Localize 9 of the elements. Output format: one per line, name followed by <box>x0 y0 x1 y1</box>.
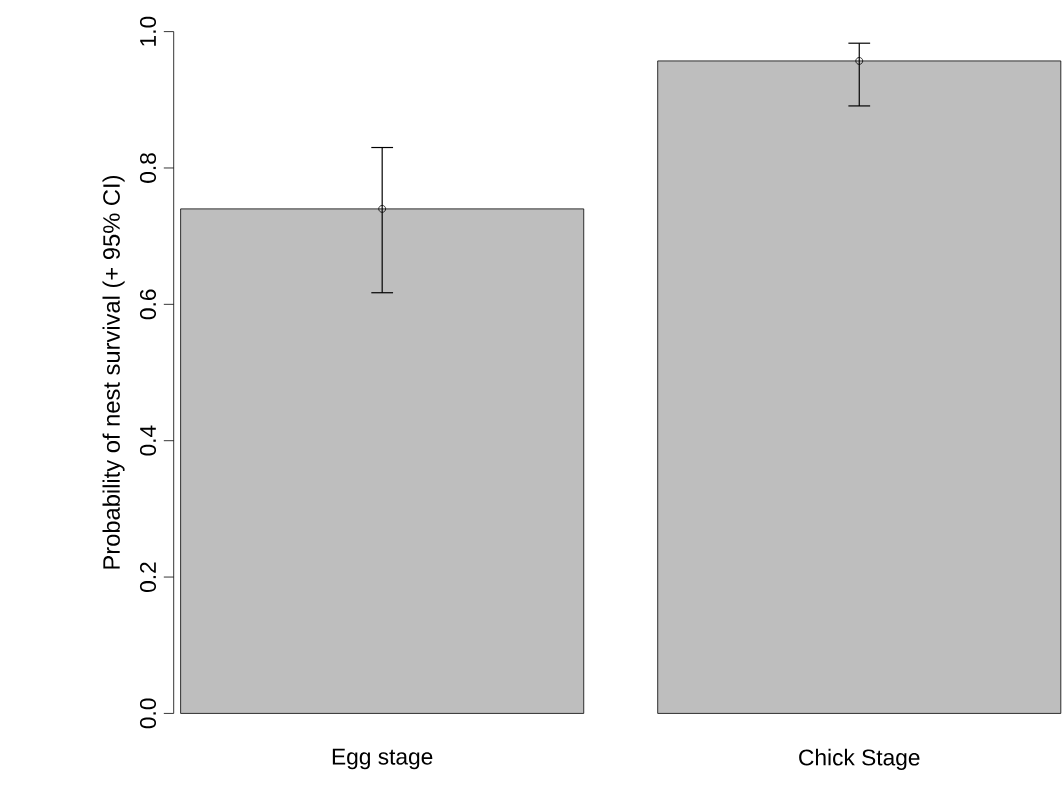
x-tick-label: Chick Stage <box>799 748 920 770</box>
x-tick-label: Egg stage <box>332 748 433 769</box>
y-axis-title: Probability of nest survival (+ 95% CI) <box>102 175 125 569</box>
y-tick-label: 0.4 <box>139 425 157 456</box>
y-tick-label: 0.8 <box>139 152 157 183</box>
y-tick-label: 0.0 <box>139 698 157 729</box>
y-tick-label: 0.6 <box>139 289 157 320</box>
y-tick-label: 1.0 <box>139 16 157 46</box>
y-tick-label: 0.2 <box>139 562 157 592</box>
